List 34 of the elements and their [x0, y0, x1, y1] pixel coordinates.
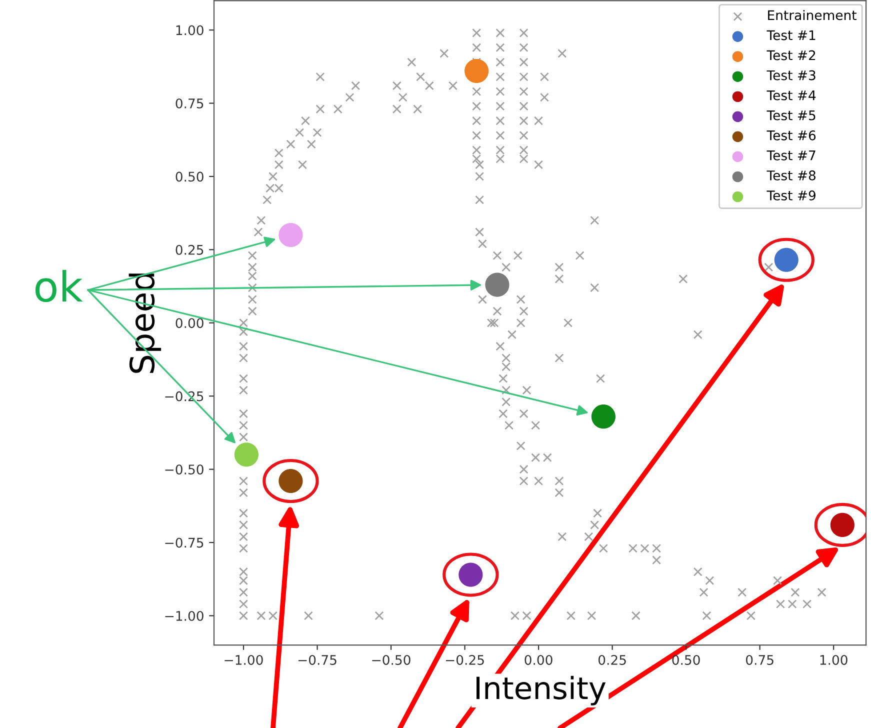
legend-label: Test #9: [766, 190, 816, 200]
legend-label: Test #5: [766, 110, 816, 120]
point: [278, 222, 303, 248]
x-tick-label: −0.50: [372, 654, 410, 665]
y-tick-label: −0.75: [165, 538, 204, 548]
legend-label: Test #4: [766, 90, 816, 100]
legend-label: Entrainement: [768, 10, 856, 20]
point: [485, 272, 510, 297]
y-tick-label: 1.00: [176, 25, 204, 36]
y-tick-label: 0.50: [176, 172, 204, 182]
legend-label: Test #1: [766, 30, 816, 40]
y-tick-label: −0.50: [165, 464, 204, 474]
legend-label: Test #2: [766, 50, 816, 60]
y-tick-label: 0.25: [176, 244, 204, 255]
point: [234, 442, 258, 467]
text: ok: [35, 270, 83, 302]
y-tick-label: −1.00: [165, 610, 204, 621]
x-tick-label: 0.25: [598, 654, 626, 665]
y-tick-label: 0.00: [176, 318, 204, 328]
legend-label: Test #8: [766, 170, 816, 180]
x-tick-label: 0.75: [746, 654, 774, 665]
legend-label: Test #3: [766, 70, 816, 80]
x-tick-label: 0.50: [672, 654, 700, 665]
x-tick-label: 0.00: [524, 654, 552, 665]
x-tick-label: −0.25: [446, 654, 484, 665]
point: [591, 404, 616, 429]
x-tick-label: 1.00: [820, 654, 848, 665]
point: [464, 58, 489, 84]
x-tick-label: −0.75: [298, 654, 336, 665]
x-axis-title: Intensity: [476, 676, 606, 706]
legend-label: Test #7: [766, 150, 816, 160]
legend-label: Test #6: [766, 130, 816, 140]
y-tick-label: 0.75: [176, 98, 204, 108]
x-tick-label: −1.00: [224, 654, 263, 665]
